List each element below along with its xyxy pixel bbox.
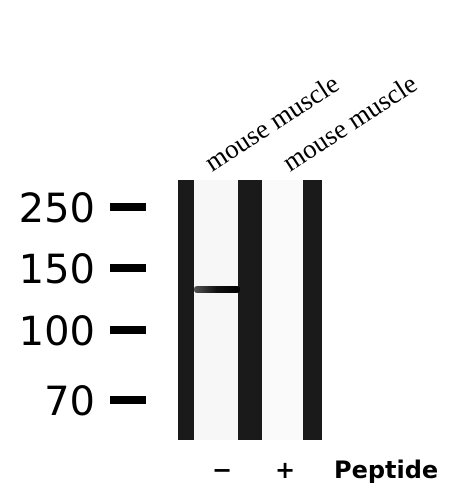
lane-background [262,180,303,440]
blot-figure: 250 150 100 70 mouse muscle mouse muscle… [0,0,471,495]
lane-edge [178,180,194,440]
marker-dash [110,326,146,334]
lane-edge [303,180,322,440]
marker-label: 250 [19,186,95,232]
marker-label: 100 [19,309,95,355]
marker-dash [110,203,146,211]
peptide-sign: − [212,456,232,484]
lane-background [194,180,238,440]
marker-label: 150 [19,247,95,293]
peptide-label: Peptide [334,456,438,484]
lane-edge [238,180,262,440]
marker-label: 70 [44,379,95,425]
marker-dash [110,264,146,272]
protein-band [194,286,240,293]
marker-dash [110,396,146,404]
peptide-sign: + [275,456,295,484]
